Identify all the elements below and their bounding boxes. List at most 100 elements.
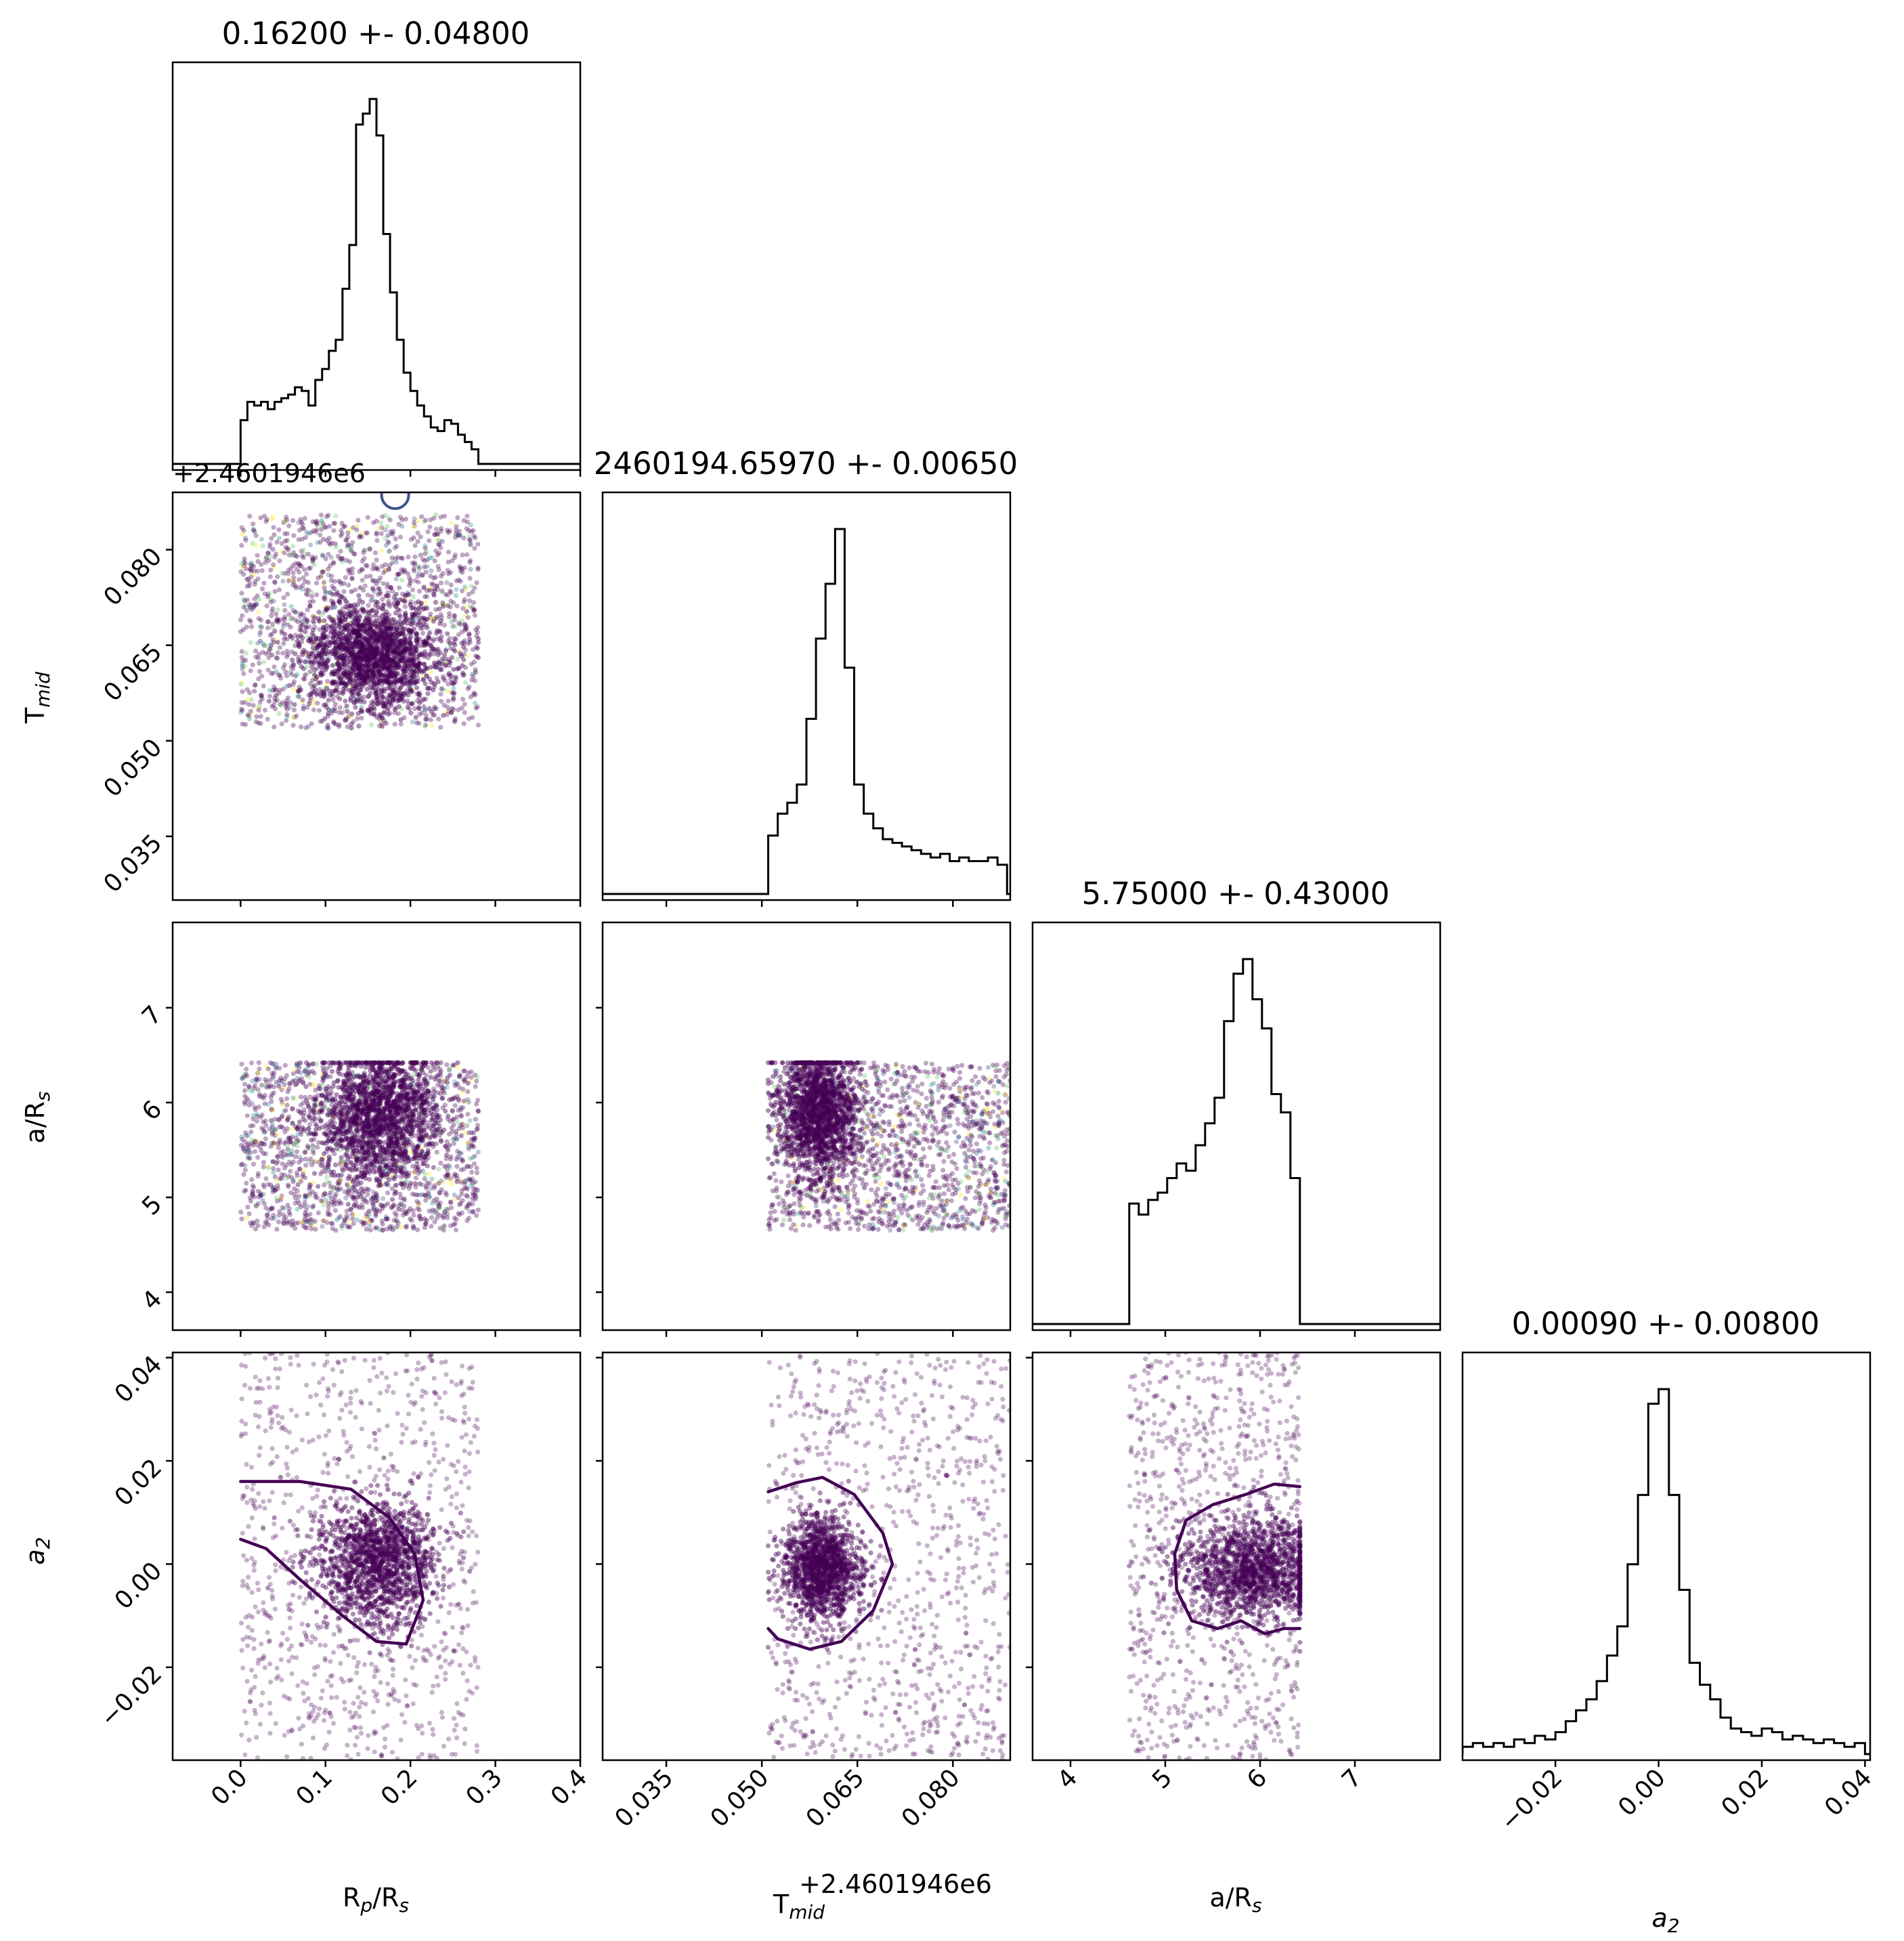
- scatter-point: [345, 648, 350, 654]
- scatter-point: [320, 1224, 325, 1229]
- scatter-point: [321, 595, 326, 601]
- scatter-point: [448, 645, 454, 651]
- scatter-point: [469, 1143, 475, 1149]
- scatter-point: [320, 569, 326, 575]
- scatter-point: [331, 662, 337, 668]
- scatter-point: [441, 1210, 448, 1215]
- scatter-point: [448, 677, 454, 683]
- scatter-point: [248, 624, 255, 629]
- scatter-point: [405, 620, 410, 626]
- scatter-point: [367, 657, 372, 662]
- scatter-point: [355, 601, 361, 607]
- scatter-point: [379, 724, 385, 729]
- scatter-point: [414, 632, 420, 637]
- scatter-point: [366, 613, 371, 618]
- scatter-point: [269, 652, 275, 658]
- scatter-point: [374, 697, 381, 702]
- scatter-point: [302, 1068, 307, 1074]
- scatter-point: [334, 644, 340, 649]
- scatter-point: [322, 628, 328, 634]
- scatter-point: [451, 1140, 456, 1147]
- scatter-point: [330, 669, 335, 675]
- scatter-point: [374, 581, 379, 586]
- scatter-point: [410, 662, 416, 668]
- scatter-point: [339, 675, 344, 681]
- scatter-point: [311, 1171, 318, 1176]
- scatter-point: [393, 604, 398, 610]
- scatter-point: [281, 641, 286, 646]
- scatter-point: [278, 617, 283, 622]
- scatter-point: [395, 626, 400, 631]
- scatter-point: [370, 670, 376, 676]
- scatter-point: [383, 513, 388, 518]
- scatter-point: [349, 1212, 355, 1217]
- scatter-point: [371, 685, 376, 690]
- scatter-point: [412, 523, 417, 529]
- scatter-point: [457, 650, 463, 656]
- scatter-point: [467, 537, 472, 542]
- scatter-point: [392, 679, 398, 685]
- scatter-point: [432, 588, 437, 594]
- scatter-point: [368, 677, 373, 682]
- scatter-point: [464, 513, 470, 519]
- scatter-point: [290, 1095, 296, 1101]
- scatter-point: [297, 561, 302, 567]
- scatter-point: [291, 550, 297, 555]
- scatter-point: [353, 652, 359, 658]
- scatter-point: [246, 1084, 252, 1090]
- scatter-point: [238, 710, 244, 715]
- scatter-point: [406, 582, 412, 589]
- scatter-point: [312, 667, 318, 673]
- scatter-point: [435, 616, 441, 621]
- scatter-point: [339, 531, 345, 536]
- scatter-point: [452, 555, 457, 560]
- scatter-point: [303, 579, 308, 584]
- scatter-point: [343, 672, 348, 678]
- scatter-point: [356, 654, 362, 660]
- scatter-point: [258, 721, 263, 726]
- scatter-point: [241, 1172, 246, 1177]
- scatter-point: [344, 557, 349, 563]
- scatter-point: [305, 607, 310, 613]
- scatter-point: [434, 675, 439, 681]
- scatter-point: [387, 603, 393, 609]
- y-tick-label-tmid: 0.065: [98, 638, 167, 707]
- scatter-point: [362, 675, 368, 680]
- scatter-point: [408, 601, 414, 607]
- scatter-point: [373, 649, 378, 654]
- scatter-point: [263, 556, 269, 561]
- scatter-point: [390, 648, 395, 654]
- scatter-point: [393, 631, 399, 636]
- scatter-point: [387, 612, 392, 618]
- scatter-point: [267, 694, 273, 699]
- scatter-point: [404, 690, 410, 696]
- scatter-point: [415, 518, 421, 524]
- scatter-point: [429, 1200, 435, 1206]
- scatter-point: [276, 527, 282, 532]
- scatter-point: [317, 662, 322, 668]
- scatter-point: [333, 545, 339, 550]
- scatter-point: [349, 589, 354, 595]
- scatter-point: [322, 693, 327, 698]
- scatter-point: [268, 1206, 274, 1212]
- scatter-point: [469, 1155, 475, 1161]
- scatter-point: [360, 649, 366, 655]
- scatter-point: [284, 531, 290, 536]
- scatter-point: [355, 620, 360, 625]
- scatter-point: [244, 687, 250, 692]
- scatter-point: [458, 622, 463, 627]
- scatter-point: [446, 698, 451, 704]
- scatter-point: [242, 1146, 247, 1152]
- ylabel-tmid: Tmid: [20, 672, 54, 724]
- scatter-point: [413, 664, 418, 669]
- scatter-point: [391, 658, 397, 664]
- scatter-point: [427, 652, 432, 657]
- scatter-point: [339, 528, 344, 533]
- scatter-point: [408, 634, 414, 639]
- scatter-point: [396, 571, 402, 577]
- scatter-point: [446, 657, 451, 662]
- scatter-point: [365, 643, 370, 649]
- scatter-point: [351, 525, 356, 530]
- scatter-point: [288, 633, 293, 639]
- scatter-point: [387, 548, 392, 554]
